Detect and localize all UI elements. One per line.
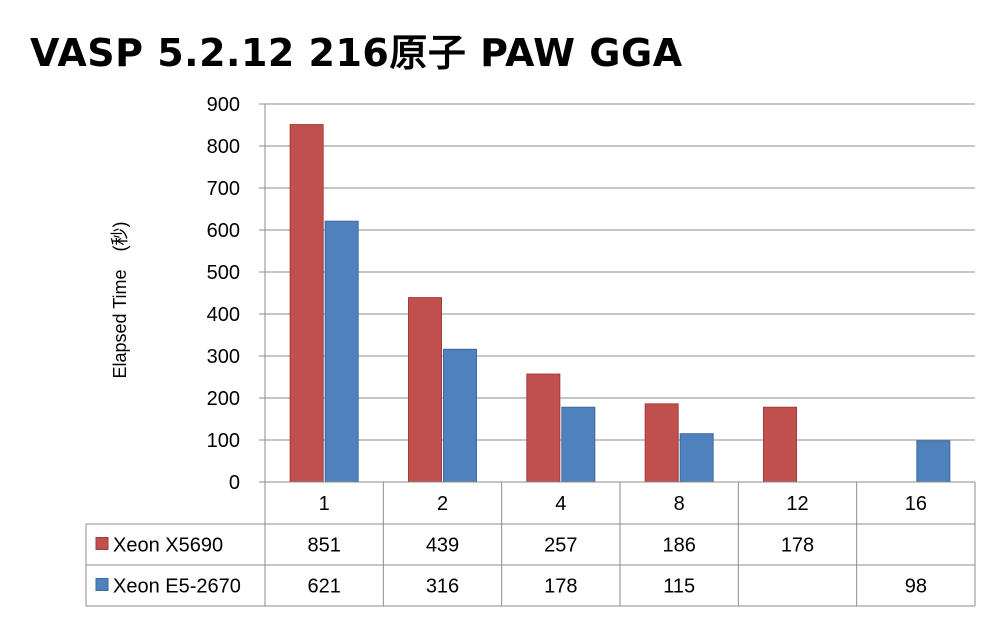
bar-xeon-e5-2670 [679, 433, 714, 483]
bar-xeon-x5690 [408, 297, 442, 483]
bar-xeon-x5690 [289, 124, 324, 483]
data-label: 98 [905, 576, 927, 598]
data-label: 257 [544, 535, 577, 557]
y-axis-label: Elapsed Time (秒) [110, 221, 130, 378]
legend-label: Xeon E5-2670 [113, 576, 241, 598]
y-tick-label: 0 [229, 472, 240, 494]
y-tick-label: 700 [207, 178, 240, 200]
chart-title: VASP 5.2.12 216原子 PAW GGA [30, 31, 683, 75]
x-tick-label: 16 [905, 493, 927, 515]
data-label: 316 [426, 576, 459, 598]
bars [289, 124, 951, 483]
y-tick-label: 500 [207, 262, 240, 284]
x-tick-label: 2 [437, 493, 448, 515]
bar-xeon-e5-2670 [324, 220, 359, 483]
gridlines [265, 103, 975, 441]
data-label: 621 [307, 576, 340, 598]
y-tick-label: 900 [207, 94, 240, 116]
bar-xeon-x5690 [644, 403, 679, 483]
legend-swatch [95, 578, 109, 591]
y-tick-label: 400 [207, 304, 240, 326]
data-label: 439 [426, 535, 459, 557]
y-tick-label: 200 [207, 388, 240, 410]
data-label: 115 [663, 576, 695, 598]
x-tick-label: 8 [674, 493, 685, 515]
bar-xeon-e5-2670 [443, 348, 477, 483]
bar-xeon-x5690 [763, 406, 797, 483]
data-label: 851 [307, 535, 340, 557]
bar-xeon-x5690 [526, 373, 561, 483]
x-tick-label: 4 [555, 493, 566, 515]
data-label: 186 [662, 535, 695, 557]
x-tick-label: 12 [786, 493, 808, 515]
y-tick-label: 800 [207, 136, 240, 158]
x-tick-label: 1 [319, 493, 330, 515]
y-tick-label: 100 [207, 430, 240, 452]
bar-xeon-e5-2670 [916, 440, 951, 483]
y-tick-label: 600 [207, 220, 240, 242]
bar-xeon-e5-2670 [561, 406, 596, 483]
axes: 0 100 200 300 400 500 600 700 800 900 [207, 94, 266, 494]
data-label: 178 [544, 576, 577, 598]
legend-swatch [95, 537, 109, 550]
legend-label: Xeon X5690 [113, 535, 223, 557]
data-label: 178 [781, 535, 814, 557]
y-tick-label: 300 [207, 346, 240, 368]
